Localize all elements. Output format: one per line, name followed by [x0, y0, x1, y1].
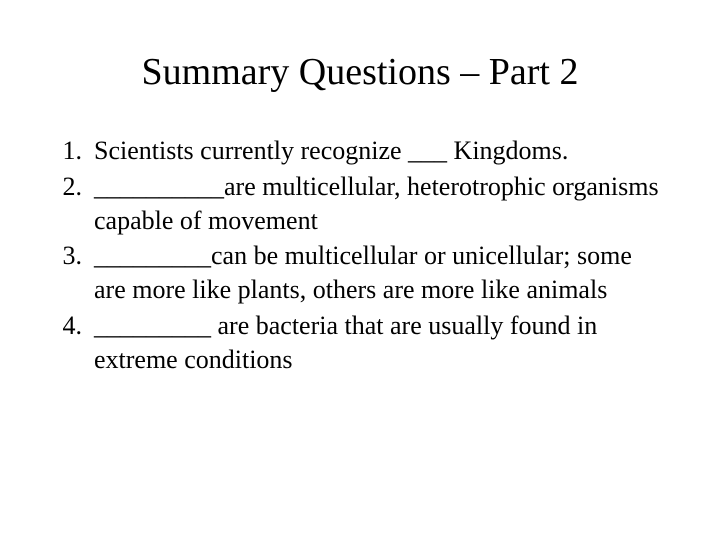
question-number: 3. — [50, 239, 94, 307]
question-text: _________can be multicellular or unicell… — [94, 239, 670, 307]
question-text: Scientists currently recognize ___ Kingd… — [94, 134, 670, 168]
question-item: 4. _________ are bacteria that are usual… — [50, 309, 670, 377]
question-number: 2. — [50, 170, 94, 238]
slide-title: Summary Questions – Part 2 — [50, 50, 670, 94]
questions-list: 1. Scientists currently recognize ___ Ki… — [50, 134, 670, 377]
question-item: 3. _________can be multicellular or unic… — [50, 239, 670, 307]
question-item: 2. __________are multicellular, heterotr… — [50, 170, 670, 238]
question-text: __________are multicellular, heterotroph… — [94, 170, 670, 238]
question-item: 1. Scientists currently recognize ___ Ki… — [50, 134, 670, 168]
question-text: _________ are bacteria that are usually … — [94, 309, 670, 377]
question-number: 4. — [50, 309, 94, 377]
question-number: 1. — [50, 134, 94, 168]
